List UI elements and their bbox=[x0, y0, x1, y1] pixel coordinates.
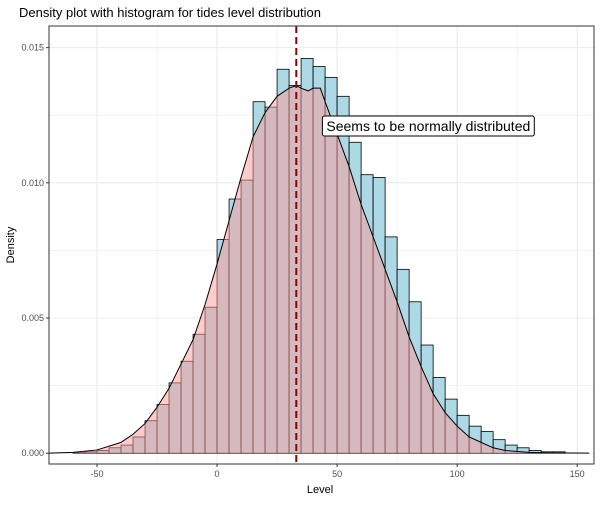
density-area bbox=[48, 84, 590, 454]
y-tick-label: 0.015 bbox=[21, 43, 44, 53]
x-tick-label: 50 bbox=[332, 469, 342, 479]
x-tick-label: 100 bbox=[450, 469, 465, 479]
x-axis-title: Level bbox=[307, 484, 333, 496]
density-curve bbox=[48, 84, 590, 454]
annotation-label: Seems to be normally distributed bbox=[326, 118, 530, 134]
axis-ticks: -50 0 50 100 150 0.000 0.005 0.010 0.015 bbox=[21, 43, 584, 479]
panel-border bbox=[48, 25, 595, 465]
y-tick-label: 0.000 bbox=[21, 448, 44, 458]
annotation-box bbox=[321, 115, 535, 137]
y-tick-label: 0.005 bbox=[21, 313, 44, 323]
x-tick-label: 150 bbox=[570, 469, 585, 479]
x-tick-label: 0 bbox=[215, 469, 220, 479]
density-fill bbox=[49, 85, 590, 454]
chart-title: Density plot with histogram for tides le… bbox=[19, 5, 321, 20]
y-tick-label: 0.010 bbox=[21, 178, 44, 188]
x-tick-label: -50 bbox=[91, 469, 104, 479]
y-axis-title: Density bbox=[5, 226, 17, 263]
annotation-layer: Seems to be normally distributed bbox=[321, 115, 535, 137]
